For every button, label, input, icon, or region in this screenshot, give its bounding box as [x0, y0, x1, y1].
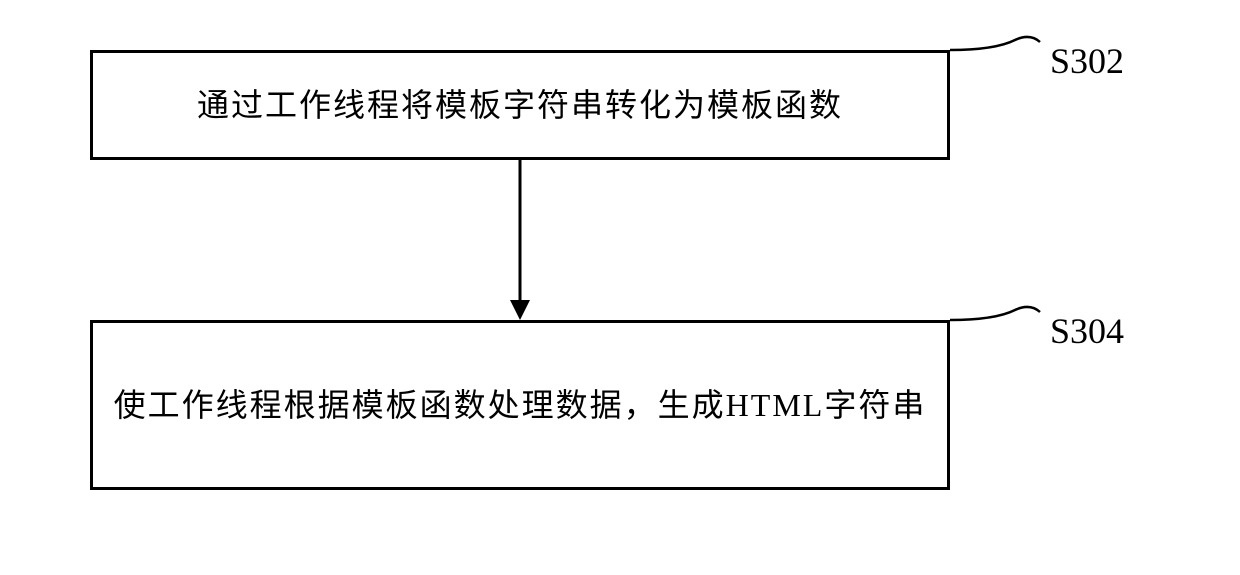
step1-label-connector — [950, 30, 1050, 70]
flowchart: 通过工作线程将模板字符串转化为模板函数 S302 使工作线程根据模板函数处理数据… — [90, 50, 1150, 530]
flowchart-node-step1: 通过工作线程将模板字符串转化为模板函数 — [90, 50, 950, 160]
flowchart-node-step2: 使工作线程根据模板函数处理数据，生成HTML字符串 — [90, 320, 950, 490]
step2-text: 使工作线程根据模板函数处理数据，生成HTML字符串 — [114, 381, 927, 429]
step1-text: 通过工作线程将模板字符串转化为模板函数 — [197, 81, 843, 129]
step1-label: S302 — [1050, 40, 1124, 82]
edge-step1-step2 — [505, 160, 535, 325]
step2-label: S304 — [1050, 310, 1124, 352]
step2-label-connector — [950, 300, 1050, 340]
